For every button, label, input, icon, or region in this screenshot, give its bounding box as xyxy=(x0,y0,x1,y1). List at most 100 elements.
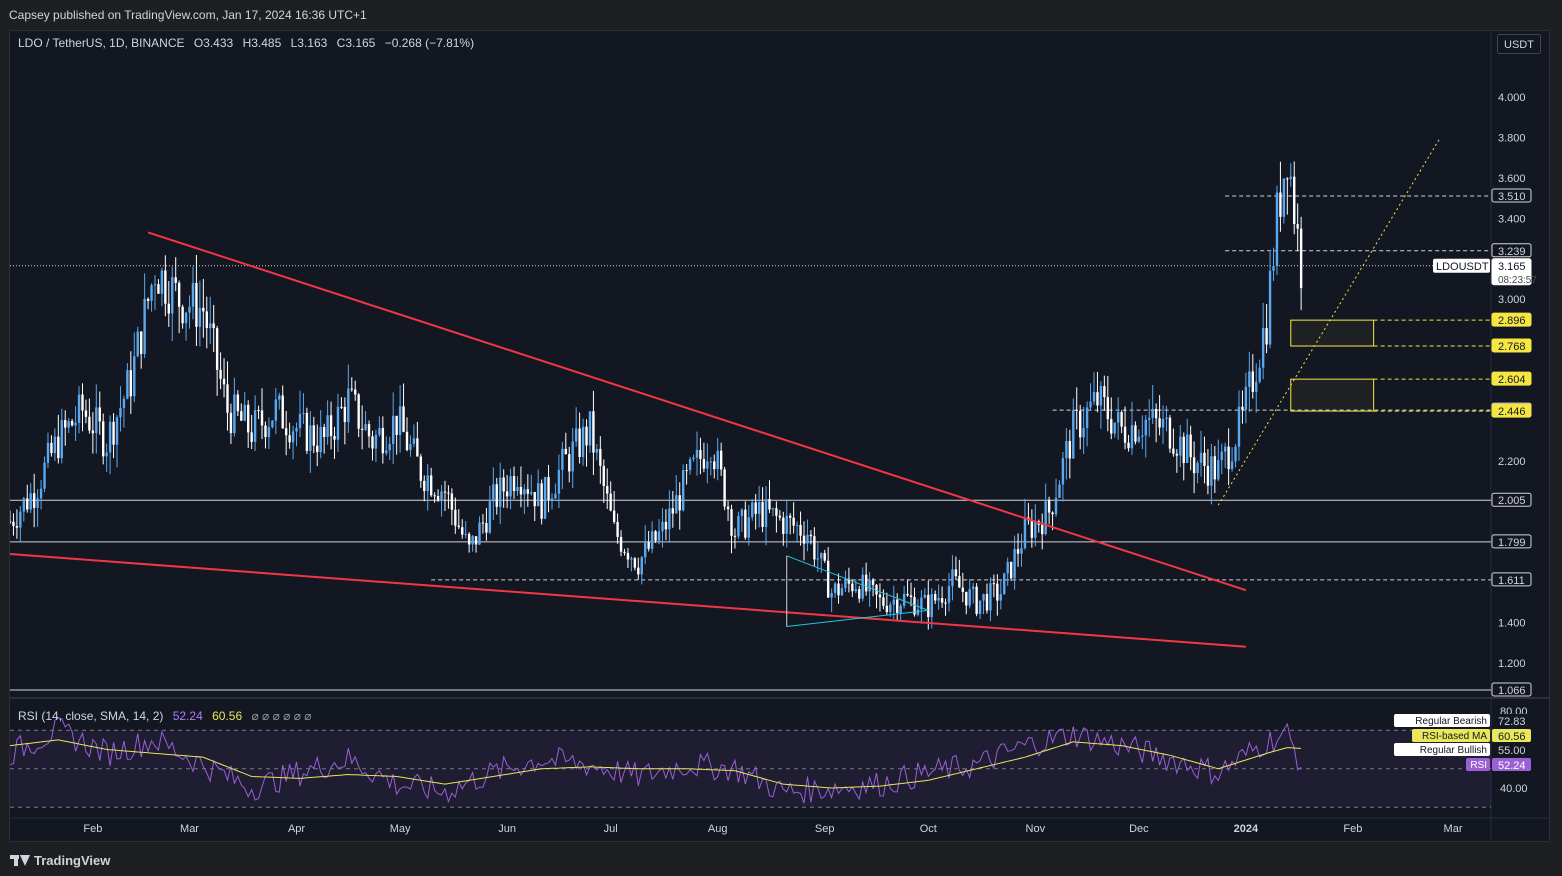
candle-body xyxy=(1251,371,1254,392)
candle-body xyxy=(951,569,954,587)
candle-body xyxy=(640,557,643,575)
candle-body xyxy=(288,435,291,443)
candle-body xyxy=(754,502,757,514)
candle-body xyxy=(112,421,115,445)
candle-body xyxy=(10,521,12,523)
candle-body xyxy=(247,404,250,433)
time-tick-label: Jul xyxy=(604,823,618,835)
candle-body xyxy=(657,531,661,541)
rsi-tag-label-bg xyxy=(1412,729,1490,742)
candle-body xyxy=(595,448,599,453)
candle-body xyxy=(433,495,436,497)
footer: TradingView xyxy=(0,846,1562,876)
time-tick-label: Dec xyxy=(1129,823,1149,835)
candle-body xyxy=(1141,435,1144,437)
candle-body xyxy=(681,470,685,511)
candle-body xyxy=(530,492,533,494)
time-tick-label: Mar xyxy=(180,823,199,835)
price-tick-label: 3.800 xyxy=(1498,132,1526,144)
rsi-tag-label: Regular Bearish xyxy=(1415,716,1487,727)
time-tick-label: Oct xyxy=(920,823,937,835)
candle-body xyxy=(757,501,761,514)
candle-body xyxy=(944,602,947,604)
candle-body xyxy=(540,483,543,519)
price-tick-label: 4.000 xyxy=(1498,92,1526,104)
candle-body xyxy=(319,426,322,453)
candle-body xyxy=(954,569,958,577)
candle-body xyxy=(126,370,129,399)
time-tick-label: May xyxy=(390,823,411,835)
candle-body xyxy=(840,588,844,596)
candle-body xyxy=(1127,442,1130,449)
price-label-text: 1.066 xyxy=(1498,685,1526,697)
candle-body xyxy=(920,597,923,610)
candle-body xyxy=(709,461,712,463)
candle-body xyxy=(260,410,264,426)
candle-body xyxy=(278,395,281,400)
rsi-legend-ma-value: 60.56 xyxy=(212,709,243,723)
candle-body xyxy=(747,517,750,538)
candle-body xyxy=(160,270,164,294)
candle-body xyxy=(102,421,105,457)
price-label-10 xyxy=(1491,572,1532,587)
candle-body xyxy=(616,521,619,537)
candle-body xyxy=(219,369,222,379)
candle-body xyxy=(1078,410,1082,438)
candle-body xyxy=(892,599,895,605)
candle-body xyxy=(861,574,864,599)
candle-body xyxy=(882,597,885,606)
candle-body xyxy=(1020,548,1023,554)
candle-body xyxy=(485,522,488,533)
candle-body xyxy=(343,406,347,423)
candle-body xyxy=(39,488,43,499)
candle-body xyxy=(906,593,909,596)
candle-body xyxy=(398,406,402,435)
candle-body xyxy=(968,588,971,606)
candle-body xyxy=(478,522,481,545)
candle-body xyxy=(461,527,464,535)
candle-body xyxy=(733,535,737,537)
candle-body xyxy=(719,450,723,470)
candle-body xyxy=(198,307,202,327)
candle-body xyxy=(902,593,906,606)
candle-body xyxy=(692,457,695,460)
candle-body xyxy=(22,498,26,512)
time-tick-label: Apr xyxy=(288,823,305,835)
candle-body xyxy=(792,517,795,526)
candle-body xyxy=(253,410,257,442)
candle-body xyxy=(70,421,74,426)
candle-body xyxy=(391,415,395,444)
candle-body xyxy=(875,584,878,595)
price-label-text: 1.799 xyxy=(1498,537,1526,549)
legend-open: O3.433 xyxy=(193,36,234,50)
candle-body xyxy=(837,583,840,596)
tradingview-logo[interactable]: TradingView xyxy=(10,853,110,868)
candle-body xyxy=(813,536,816,560)
candle-body xyxy=(1041,524,1044,535)
candle-body xyxy=(360,428,364,430)
rsi-legend-label[interactable]: RSI (14, close, SMA, 14, 2) xyxy=(18,709,164,723)
candle-body xyxy=(1261,328,1265,368)
candle-body xyxy=(623,551,626,553)
candle-body xyxy=(1244,386,1248,410)
legend-symbol[interactable]: LDO / TetherUS, 1D, BINANCE xyxy=(18,36,185,50)
candle-body xyxy=(996,583,999,601)
candle-body xyxy=(312,425,315,446)
candle-body xyxy=(1196,462,1199,474)
candle-body xyxy=(1110,419,1113,434)
currency-button[interactable]: USDT xyxy=(1497,34,1541,54)
candle-body xyxy=(467,533,471,545)
candle-body xyxy=(298,413,302,428)
candle-body xyxy=(136,331,139,357)
candle-body xyxy=(12,521,15,527)
candle-body xyxy=(1103,386,1106,398)
candle-body xyxy=(1137,436,1141,442)
candle-body xyxy=(177,282,181,307)
candle-body xyxy=(426,475,429,492)
rsi-tag-label-bg xyxy=(1466,758,1490,771)
candle-body xyxy=(726,506,730,510)
price-axis: 4.000 3.800 3.600 3.400 3.000 2.200 1.400 1.200… xyxy=(1433,92,1537,697)
time-tick-label: Nov xyxy=(1026,823,1046,835)
